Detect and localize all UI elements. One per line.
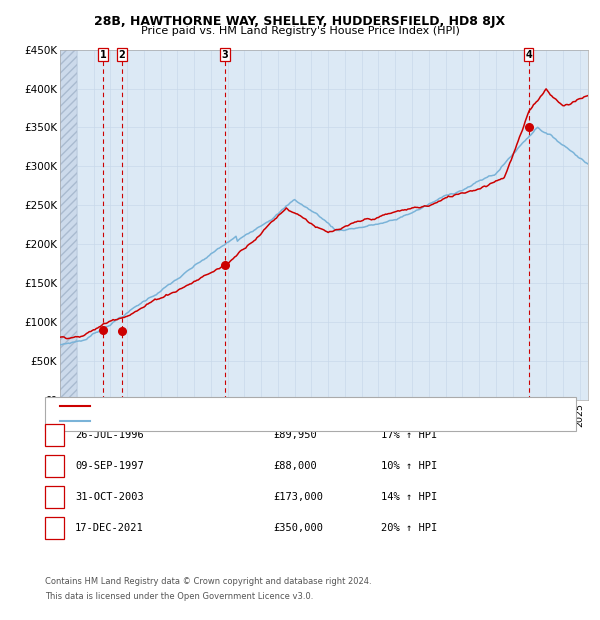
Text: 3: 3: [51, 492, 58, 502]
Text: 17% ↑ HPI: 17% ↑ HPI: [381, 430, 437, 440]
Text: £173,000: £173,000: [273, 492, 323, 502]
Text: 28B, HAWTHORNE WAY, SHELLEY, HUDDERSFIELD, HD8 8JX (detached house): 28B, HAWTHORNE WAY, SHELLEY, HUDDERSFIEL…: [95, 402, 463, 411]
Text: 28B, HAWTHORNE WAY, SHELLEY, HUDDERSFIELD, HD8 8JX: 28B, HAWTHORNE WAY, SHELLEY, HUDDERSFIEL…: [94, 16, 506, 29]
Text: 1: 1: [100, 50, 106, 60]
Text: 3: 3: [221, 50, 228, 60]
Text: 20% ↑ HPI: 20% ↑ HPI: [381, 523, 437, 533]
Text: 10% ↑ HPI: 10% ↑ HPI: [381, 461, 437, 471]
Text: 26-JUL-1996: 26-JUL-1996: [75, 430, 144, 440]
Text: This data is licensed under the Open Government Licence v3.0.: This data is licensed under the Open Gov…: [45, 592, 313, 601]
Text: 17-DEC-2021: 17-DEC-2021: [75, 523, 144, 533]
Text: 2: 2: [118, 50, 125, 60]
Text: £350,000: £350,000: [273, 523, 323, 533]
Text: HPI: Average price, detached house, Kirklees: HPI: Average price, detached house, Kirk…: [95, 417, 308, 426]
Text: £88,000: £88,000: [273, 461, 317, 471]
Text: Contains HM Land Registry data © Crown copyright and database right 2024.: Contains HM Land Registry data © Crown c…: [45, 577, 371, 586]
Text: 1: 1: [51, 430, 58, 440]
Text: £89,950: £89,950: [273, 430, 317, 440]
Text: 4: 4: [51, 523, 58, 533]
Text: 09-SEP-1997: 09-SEP-1997: [75, 461, 144, 471]
Text: 2: 2: [51, 461, 58, 471]
Text: Price paid vs. HM Land Registry's House Price Index (HPI): Price paid vs. HM Land Registry's House …: [140, 26, 460, 36]
Text: 4: 4: [525, 50, 532, 60]
Text: 31-OCT-2003: 31-OCT-2003: [75, 492, 144, 502]
Text: 14% ↑ HPI: 14% ↑ HPI: [381, 492, 437, 502]
